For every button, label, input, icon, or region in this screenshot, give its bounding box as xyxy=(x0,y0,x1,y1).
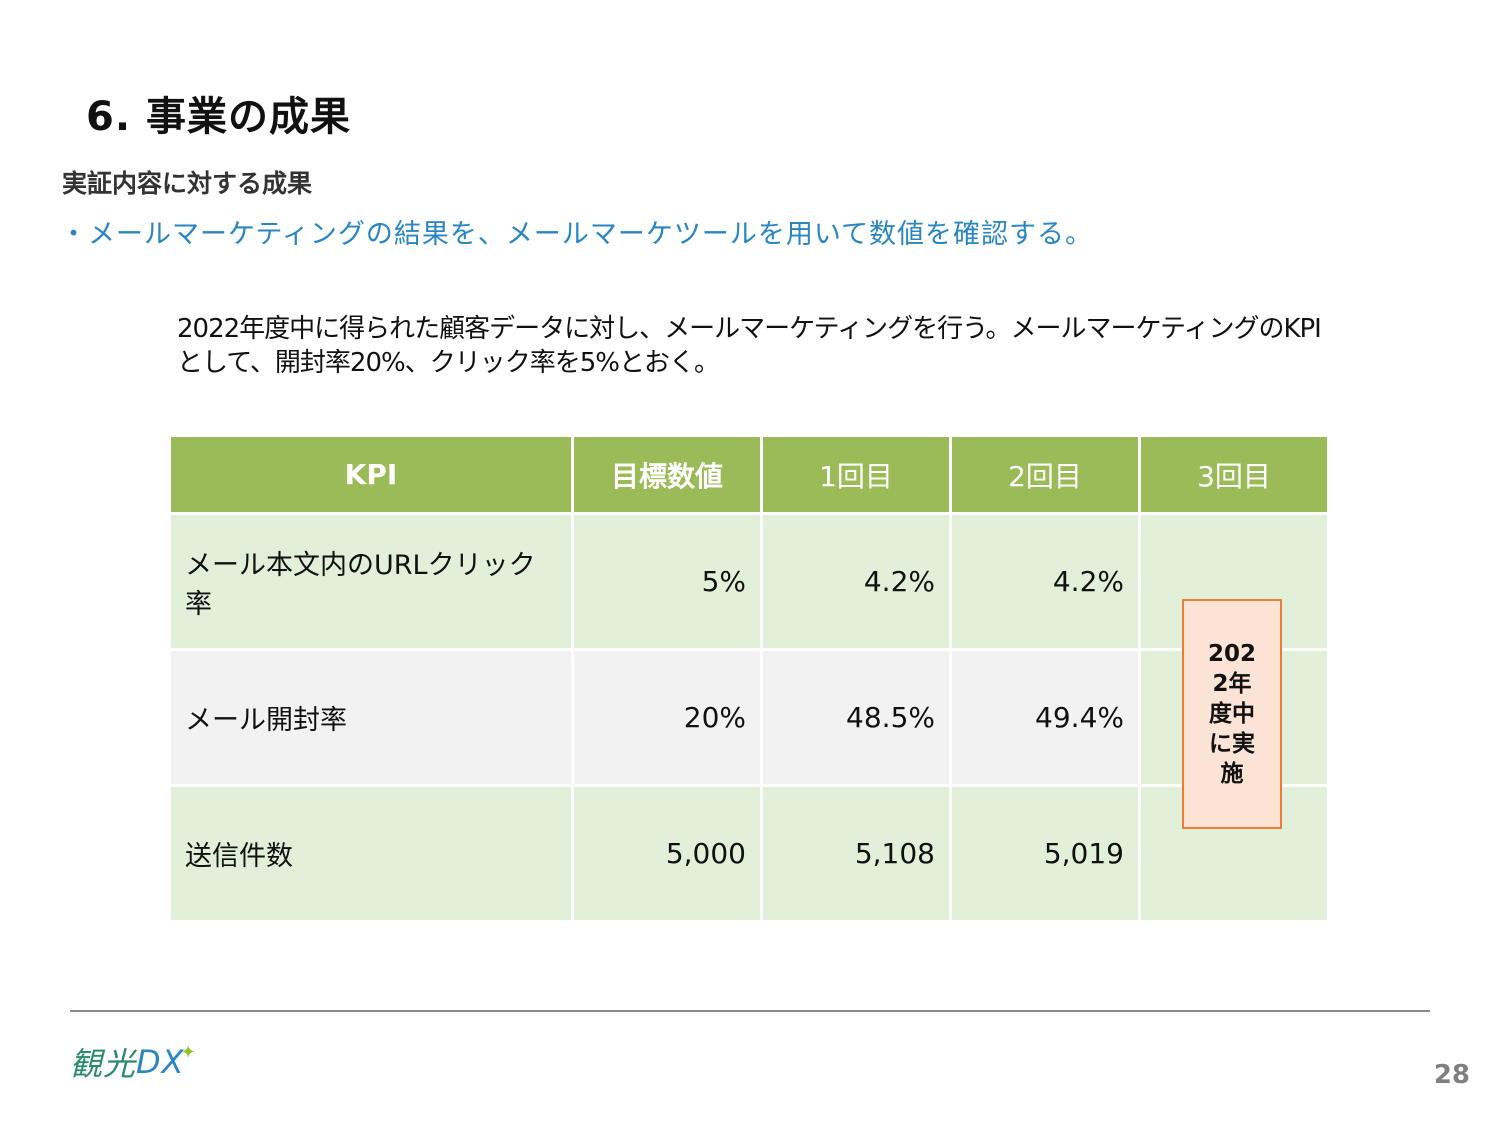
row-first-value: 4.2% xyxy=(760,512,952,651)
row-first-value: 5,108 xyxy=(760,784,952,923)
header-target: 目標数値 xyxy=(571,434,763,515)
row-target-value: 20% xyxy=(571,648,763,787)
row-second-value: 4.2% xyxy=(949,512,1141,651)
row-kpi-label: メール本文内のURLクリック率 xyxy=(168,512,574,651)
third-round-note-text: 2022年度中に実施 xyxy=(1207,641,1256,787)
page-title: 6. 事業の成果 xyxy=(86,94,351,140)
table-header-row: KPI 目標数値 1回目 2回目 3回目 xyxy=(168,434,1330,515)
bullet-point: ・メールマーケティングの結果を、メールマーケツールを用いて数値を確認する。 xyxy=(60,219,1094,250)
footer-divider xyxy=(70,1010,1430,1012)
header-kpi: KPI xyxy=(168,434,574,515)
section-subtitle: 実証内容に対する成果 xyxy=(62,169,313,198)
table-row: メール開封率 20% 48.5% 49.4% xyxy=(168,648,1330,787)
description-text: 2022年度中に得られた顧客データに対し、メールマーケティングを行う。メールマー… xyxy=(177,314,1322,378)
row-kpi-label: 送信件数 xyxy=(168,784,574,923)
row-first-value: 48.5% xyxy=(760,648,952,787)
table-row: 送信件数 5,000 5,108 5,019 xyxy=(168,784,1330,923)
kpi-table: KPI 目標数値 1回目 2回目 3回目 メール本文内のURLクリック率 5% … xyxy=(168,434,1330,923)
logo-dx-text: DX xyxy=(136,1043,185,1081)
sparkle-icon: ✦ xyxy=(180,1041,197,1063)
kanko-dx-logo: 観光 DX ✦ xyxy=(70,1040,197,1084)
row-kpi-label: メール開封率 xyxy=(168,648,574,787)
row-second-value: 49.4% xyxy=(949,648,1141,787)
table-row: メール本文内のURLクリック率 5% 4.2% 4.2% xyxy=(168,512,1330,651)
header-third: 3回目 xyxy=(1138,434,1330,515)
third-round-note: 2022年度中に実施 xyxy=(1182,599,1282,829)
row-second-value: 5,019 xyxy=(949,784,1141,923)
row-target-value: 5,000 xyxy=(571,784,763,923)
header-second: 2回目 xyxy=(949,434,1141,515)
logo-kanko-text: 観光 xyxy=(70,1045,137,1083)
page-number: 28 xyxy=(1433,1060,1470,1090)
row-target-value: 5% xyxy=(571,512,763,651)
header-first: 1回目 xyxy=(760,434,952,515)
